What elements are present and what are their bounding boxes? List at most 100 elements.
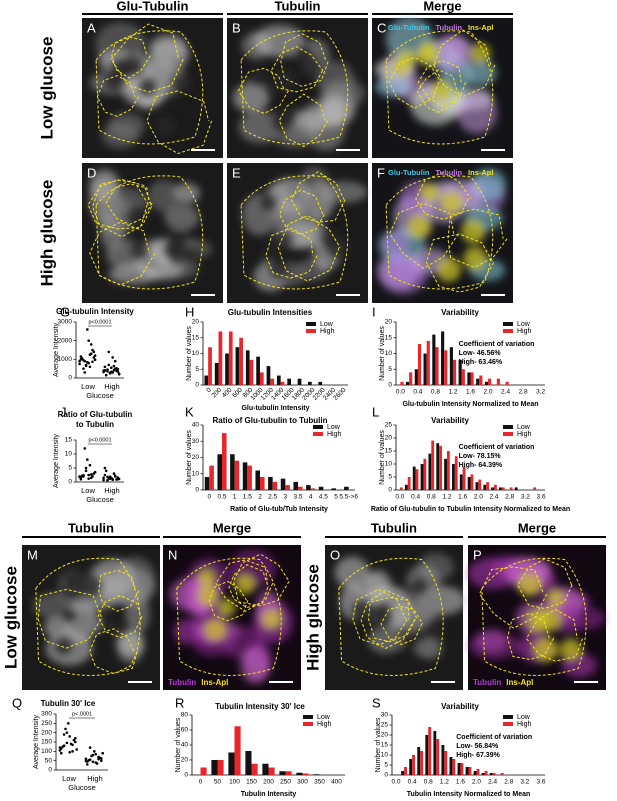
bar [217, 454, 222, 490]
dot [97, 757, 100, 761]
y-tick-label: 10 [385, 350, 393, 357]
y-tick-label: 20 [192, 319, 200, 326]
cell-outline [208, 553, 290, 622]
bar [414, 369, 418, 385]
nucleus [197, 584, 219, 607]
y-tick-label: 50 [45, 757, 53, 764]
bar [451, 464, 455, 490]
dot [87, 473, 90, 477]
dot [79, 476, 83, 479]
y-axis-label: Average Intensity [53, 434, 60, 488]
bar [476, 378, 480, 385]
bar [420, 464, 424, 490]
bar [444, 458, 447, 490]
column-header: Merge [213, 520, 251, 535]
nucleus [217, 598, 236, 617]
y-axis-label: Number of values [186, 430, 193, 485]
dot [117, 372, 121, 376]
row-label: High glucose [37, 180, 56, 287]
legend-label: High [327, 431, 342, 438]
x-tick-label: 0.4 [411, 494, 420, 501]
micrograph [227, 18, 368, 158]
bar [441, 331, 445, 385]
bar [209, 465, 214, 490]
x-tick-label: 0.8 [424, 779, 433, 786]
nucleus [546, 588, 565, 607]
panel-letter: A [87, 20, 96, 35]
dot [79, 355, 83, 358]
dot [101, 751, 104, 755]
cell-signal [269, 177, 310, 213]
x-axis-label: Glucose [68, 783, 96, 792]
cell-outline [96, 23, 213, 155]
bar [204, 375, 209, 385]
cell-outline [352, 588, 424, 650]
dot [83, 447, 87, 450]
dot [100, 759, 103, 762]
x-axis-label: Ratio of Glu-tubulin to Tubulin Intensit… [371, 506, 570, 513]
merge-legend: Ins-Apl [201, 678, 228, 687]
y-tick-label: 15 [65, 437, 73, 444]
bar [484, 381, 489, 385]
legend-label: Low [517, 424, 531, 431]
nucleus [62, 565, 84, 587]
dot [82, 473, 85, 477]
dot [84, 469, 88, 473]
panel-letter: L [372, 404, 379, 419]
legend-label: Low [320, 321, 334, 328]
dot [78, 359, 81, 363]
bar [428, 453, 432, 490]
x-tick-label: 2 [258, 494, 262, 501]
bar [200, 767, 207, 775]
bar [449, 347, 453, 385]
legend-label: High [517, 721, 532, 728]
bar [533, 487, 537, 490]
bar [404, 767, 407, 775]
panel-letter: G [60, 304, 70, 319]
dot [87, 339, 90, 342]
cells [89, 22, 192, 149]
dot [112, 472, 116, 475]
x-tick-label: 200 [263, 779, 274, 786]
dot [93, 354, 97, 357]
nucleus [170, 73, 192, 95]
cell-outline [478, 558, 583, 662]
bar [287, 378, 292, 385]
bar [423, 458, 427, 490]
nucleus [52, 634, 75, 658]
bar [467, 477, 471, 490]
x-tick-label: 300 [297, 779, 308, 786]
cell-signal [430, 34, 474, 72]
dot [64, 727, 67, 731]
x-tick-label: 5.5->6 [339, 494, 358, 501]
x-tick-label: 2.8 [519, 389, 528, 396]
dot [111, 477, 114, 481]
panel-letter: O [330, 547, 340, 562]
dot [92, 472, 96, 475]
bar [439, 445, 442, 490]
x-tick-label: 50 [214, 779, 222, 786]
dot [88, 365, 92, 369]
nucleus [136, 76, 159, 99]
row-label: Low glucose [1, 566, 20, 669]
x-tick-label: High [104, 382, 119, 391]
bar [259, 372, 264, 385]
y-tick-label: 10 [65, 451, 73, 458]
dot [84, 364, 88, 368]
dot [92, 350, 96, 354]
column-header: Tubulin [68, 520, 114, 535]
micrograph [163, 545, 301, 690]
bar [412, 466, 416, 490]
x-axis-label: Glu-tubulin Intensity [241, 405, 309, 412]
bar [306, 485, 311, 490]
dot [108, 475, 112, 478]
dot [84, 759, 88, 763]
chart-title: to Tubulin [76, 420, 114, 429]
x-tick-label: 4.5 [319, 494, 328, 501]
column-header: Glu-Tubulin [117, 0, 189, 13]
bar [331, 488, 336, 490]
y-tick-label: 150 [41, 739, 52, 746]
cells [32, 556, 156, 666]
dot [84, 466, 88, 470]
outline [240, 30, 349, 145]
